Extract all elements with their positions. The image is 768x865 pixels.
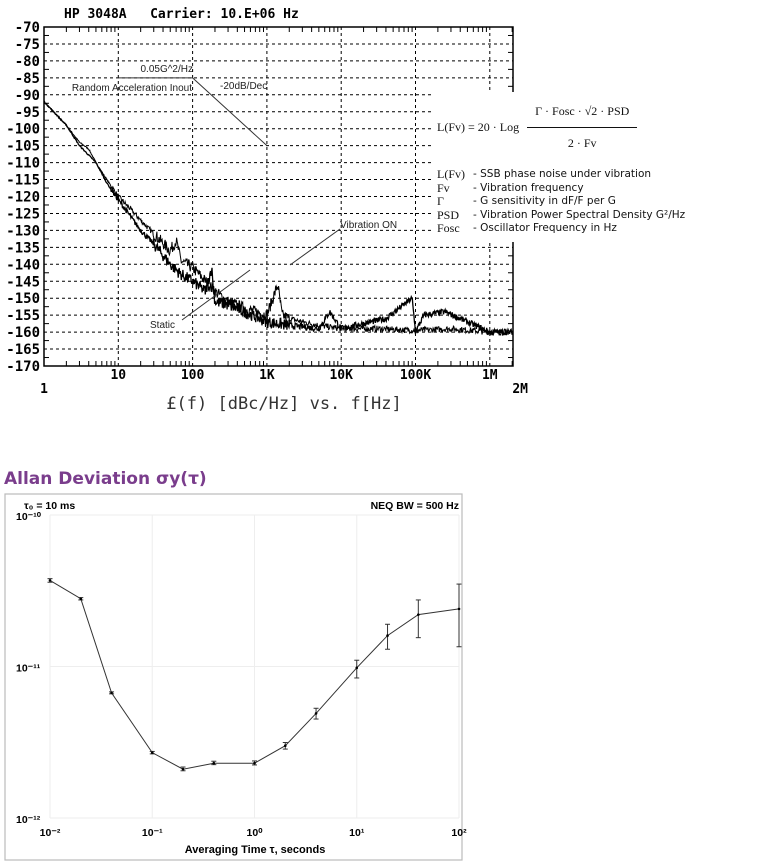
y-tick-label: 10⁻¹⁰	[16, 511, 42, 523]
formula-description: - SSB phase noise under vibration	[473, 168, 652, 180]
y-tick-label: -115	[6, 173, 40, 189]
static-arrow	[181, 269, 251, 321]
data-point	[314, 712, 318, 715]
data-point	[355, 666, 359, 670]
formula-legend-row: Fosc - Oscillator Frequency in Hz	[437, 221, 685, 236]
x-axis-label: £(f) [dBc/Hz] vs. f[Hz]	[166, 394, 401, 414]
data-point	[386, 634, 389, 637]
formula-symbol: Fosc	[437, 221, 460, 235]
y-tick-label: -140	[6, 257, 40, 273]
data-point	[79, 597, 83, 601]
y-tick-label: 10⁻¹²	[16, 814, 41, 826]
input-annotation: Random Acceleration Inout	[72, 83, 192, 94]
formula-legend-row: Fv - Vibration frequency	[437, 180, 685, 196]
slope-annotation: -20dB/Dec	[220, 81, 267, 92]
allan-line	[49, 579, 460, 770]
formula-lhs: L(Fv) = 20 · Log	[437, 120, 520, 134]
formula-numerator: Γ · Fosc · √2 · PSD	[527, 104, 638, 128]
static-label: Static	[150, 320, 175, 331]
y-tick-label: 10⁻¹¹	[16, 663, 41, 675]
y-tick-label: -75	[15, 37, 40, 53]
allan-x-axis-label: Averaging Time τ, seconds	[185, 844, 326, 856]
formula-symbol: L(Fv)	[437, 167, 465, 181]
y-tick-label: -80	[15, 54, 40, 70]
data-point	[253, 761, 256, 765]
data-point	[150, 751, 154, 754]
formula-description: - Oscillator Frequency in Hz	[473, 222, 617, 234]
y-tick-label: -95	[15, 105, 40, 121]
data-point	[181, 767, 185, 771]
data-point	[283, 744, 287, 748]
x-tick-label: 10K	[329, 368, 353, 383]
x-tick-label: 10⁻²	[40, 827, 61, 839]
formula-legend-row: PSD - Vibration Power Spectral Density G²…	[437, 207, 686, 223]
y-tick-label: -85	[15, 71, 40, 87]
formula-description: - Vibration frequency	[473, 181, 584, 194]
vibration-on-label: Vibration ON	[340, 220, 397, 231]
x-tick-label: 10⁻¹	[142, 827, 163, 839]
y-tick-label: -135	[6, 240, 40, 256]
y-tick-label: -90	[15, 88, 40, 104]
formula-symbol: Γ	[437, 194, 444, 208]
y-tick-label: -145	[6, 274, 40, 290]
data-point	[212, 761, 216, 765]
y-tick-label: -100	[6, 122, 40, 138]
data-point	[417, 613, 420, 616]
formula-legend-row: L(Fv) - SSB phase noise under vibration	[437, 167, 685, 182]
y-tick-label: -170	[6, 359, 40, 375]
tau0-label: τ₀ = 10 ms	[24, 500, 75, 512]
formula-description: - G sensitivity in dF/F per G	[473, 195, 616, 207]
random-acceleration-input-line	[118, 77, 268, 147]
formula-legend-row: Γ - G sensitivity in dF/F per G	[437, 194, 685, 209]
y-tick-label: -120	[6, 190, 40, 206]
x-tick-label: 2M	[512, 382, 528, 397]
formula-denominator: 2 · Fv	[567, 136, 597, 150]
x-tick-label: 100K	[400, 368, 431, 383]
x-tick-label: 10	[110, 368, 126, 383]
formula-description: - Vibration Power Spectral Density G²/Hz	[473, 208, 686, 221]
psd-annotation: 0.05G^2/Hz	[141, 64, 194, 75]
data-point	[48, 579, 52, 582]
trace-static	[43, 100, 513, 336]
data-point	[110, 691, 113, 695]
x-tick-label: 1	[40, 382, 48, 397]
y-tick-label: -150	[6, 291, 40, 307]
y-tick-label: -165	[6, 342, 40, 358]
y-tick-label: -155	[6, 308, 40, 324]
x-tick-label: 10⁰	[247, 827, 264, 839]
y-tick-label: -70	[15, 20, 40, 36]
formula-symbol: PSD	[437, 207, 460, 222]
data-point	[457, 607, 461, 611]
x-tick-label: 1K	[259, 368, 275, 383]
x-tick-label: 100	[181, 368, 205, 383]
allan-frame	[4, 493, 463, 861]
y-tick-label: -130	[6, 223, 40, 239]
allan-title: Allan Deviation σy(τ)	[4, 469, 207, 489]
formula-symbol: Fv	[437, 180, 450, 195]
x-tick-label: 1M	[482, 368, 498, 383]
vibration-on-arrow	[289, 228, 341, 266]
y-tick-label: -125	[6, 206, 40, 222]
formula-box: L(Fv) = 20 · Log Γ · Fosc · √2 · PSD 2 ·…	[432, 92, 732, 242]
y-tick-label: -105	[6, 139, 40, 155]
x-tick-label: 10²	[451, 827, 467, 839]
bandwidth-label: NEQ BW = 500 Hz	[371, 500, 459, 512]
y-tick-label: -110	[6, 156, 40, 172]
x-tick-label: 10¹	[349, 827, 365, 839]
trace-vibration-on	[43, 100, 513, 337]
phase-noise-title: HP 3048A Carrier: 10.E+06 Hz	[64, 7, 299, 22]
y-tick-label: -160	[6, 325, 40, 341]
